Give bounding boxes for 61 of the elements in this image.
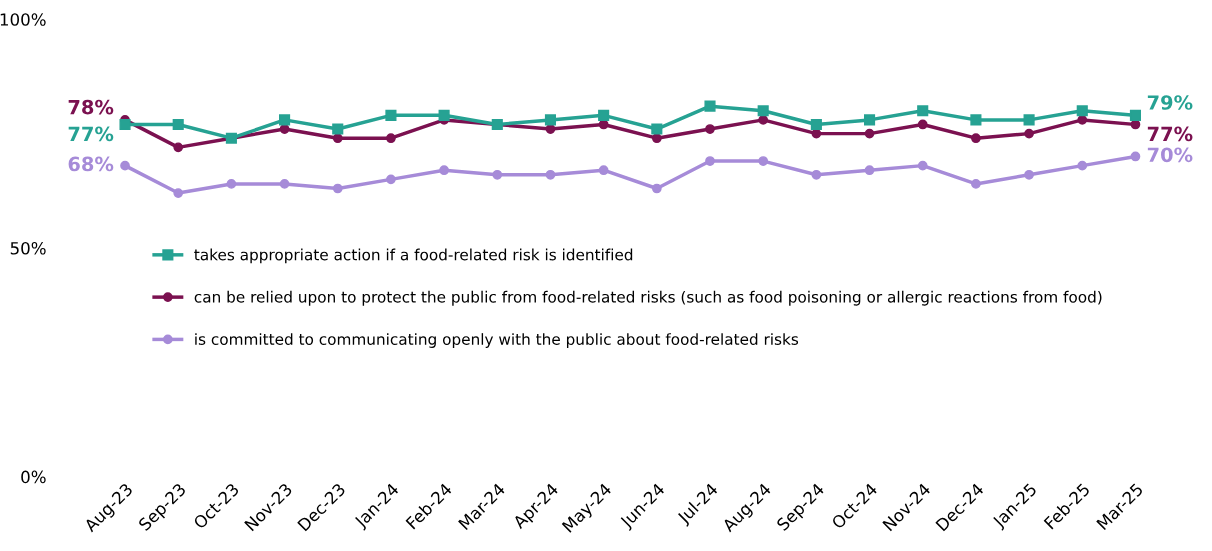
point [758,115,769,125]
y-tick-label: 0% [21,470,46,484]
point [545,124,556,134]
point [598,165,609,176]
point [438,109,450,121]
legend-label: can be relied upon to protect the public from food-related risks (such as food poisoning or allergic reactions from food) [194,290,1102,306]
point [545,169,556,180]
point [864,165,875,176]
point [279,124,290,134]
point [172,118,184,131]
annotation: 68% [68,156,114,172]
point [439,165,449,176]
annotation: 78% [68,99,114,115]
point [810,118,822,131]
point [226,179,237,189]
point [120,160,130,171]
annotation: 77% [1147,126,1193,142]
point [1023,114,1035,126]
point [758,156,769,166]
point [544,114,557,126]
point [651,183,662,194]
annotation: 77% [68,126,114,142]
point [1130,151,1141,162]
point [385,109,397,121]
point [492,169,503,180]
point [332,183,343,194]
point [173,188,184,198]
point [1077,160,1088,171]
point [279,114,291,126]
point [1076,105,1088,117]
point [279,179,290,189]
point [811,169,822,180]
point [917,160,928,171]
point [971,133,981,144]
point [386,174,396,185]
point [863,114,876,126]
annotation: 70% [1147,147,1193,163]
legend-label: is committed to communicating openly with the public about food-related risks [195,333,799,348]
y-tick-label: 100% [0,13,46,26]
point [173,142,184,153]
point [1024,169,1034,180]
point [704,100,716,112]
point [651,123,663,135]
point [971,179,981,189]
y-tick-label: 50% [10,241,46,255]
point [332,123,344,135]
point [864,128,875,139]
point [970,114,982,126]
point [705,156,715,166]
annotation: 79% [1147,95,1193,110]
point [1024,128,1034,139]
point [1077,115,1088,125]
point [1129,109,1142,121]
point [598,109,610,121]
point [119,118,131,131]
point [757,105,769,117]
point [705,124,715,134]
legend-label: takes appropriate action if a food-related risk is identified [194,248,633,264]
point [386,133,396,144]
point [917,105,929,117]
point [917,119,928,130]
